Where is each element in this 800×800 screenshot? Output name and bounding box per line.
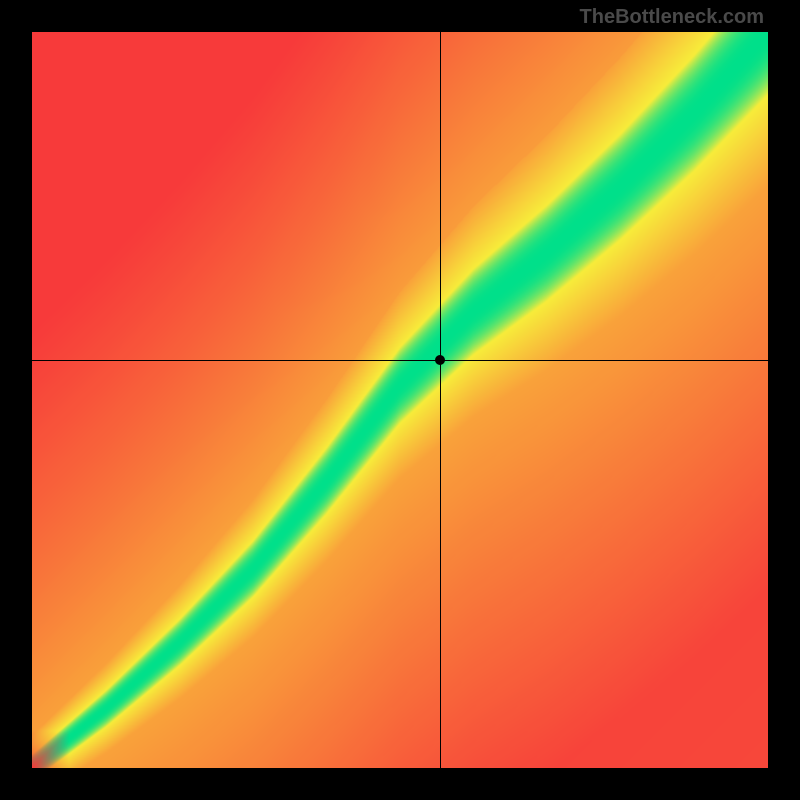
heatmap-chart — [32, 32, 768, 768]
crosshair-vertical — [440, 32, 441, 768]
heatmap-canvas — [32, 32, 768, 768]
watermark-text: TheBottleneck.com — [580, 6, 764, 29]
crosshair-horizontal — [32, 360, 768, 361]
data-point-marker — [435, 355, 445, 365]
